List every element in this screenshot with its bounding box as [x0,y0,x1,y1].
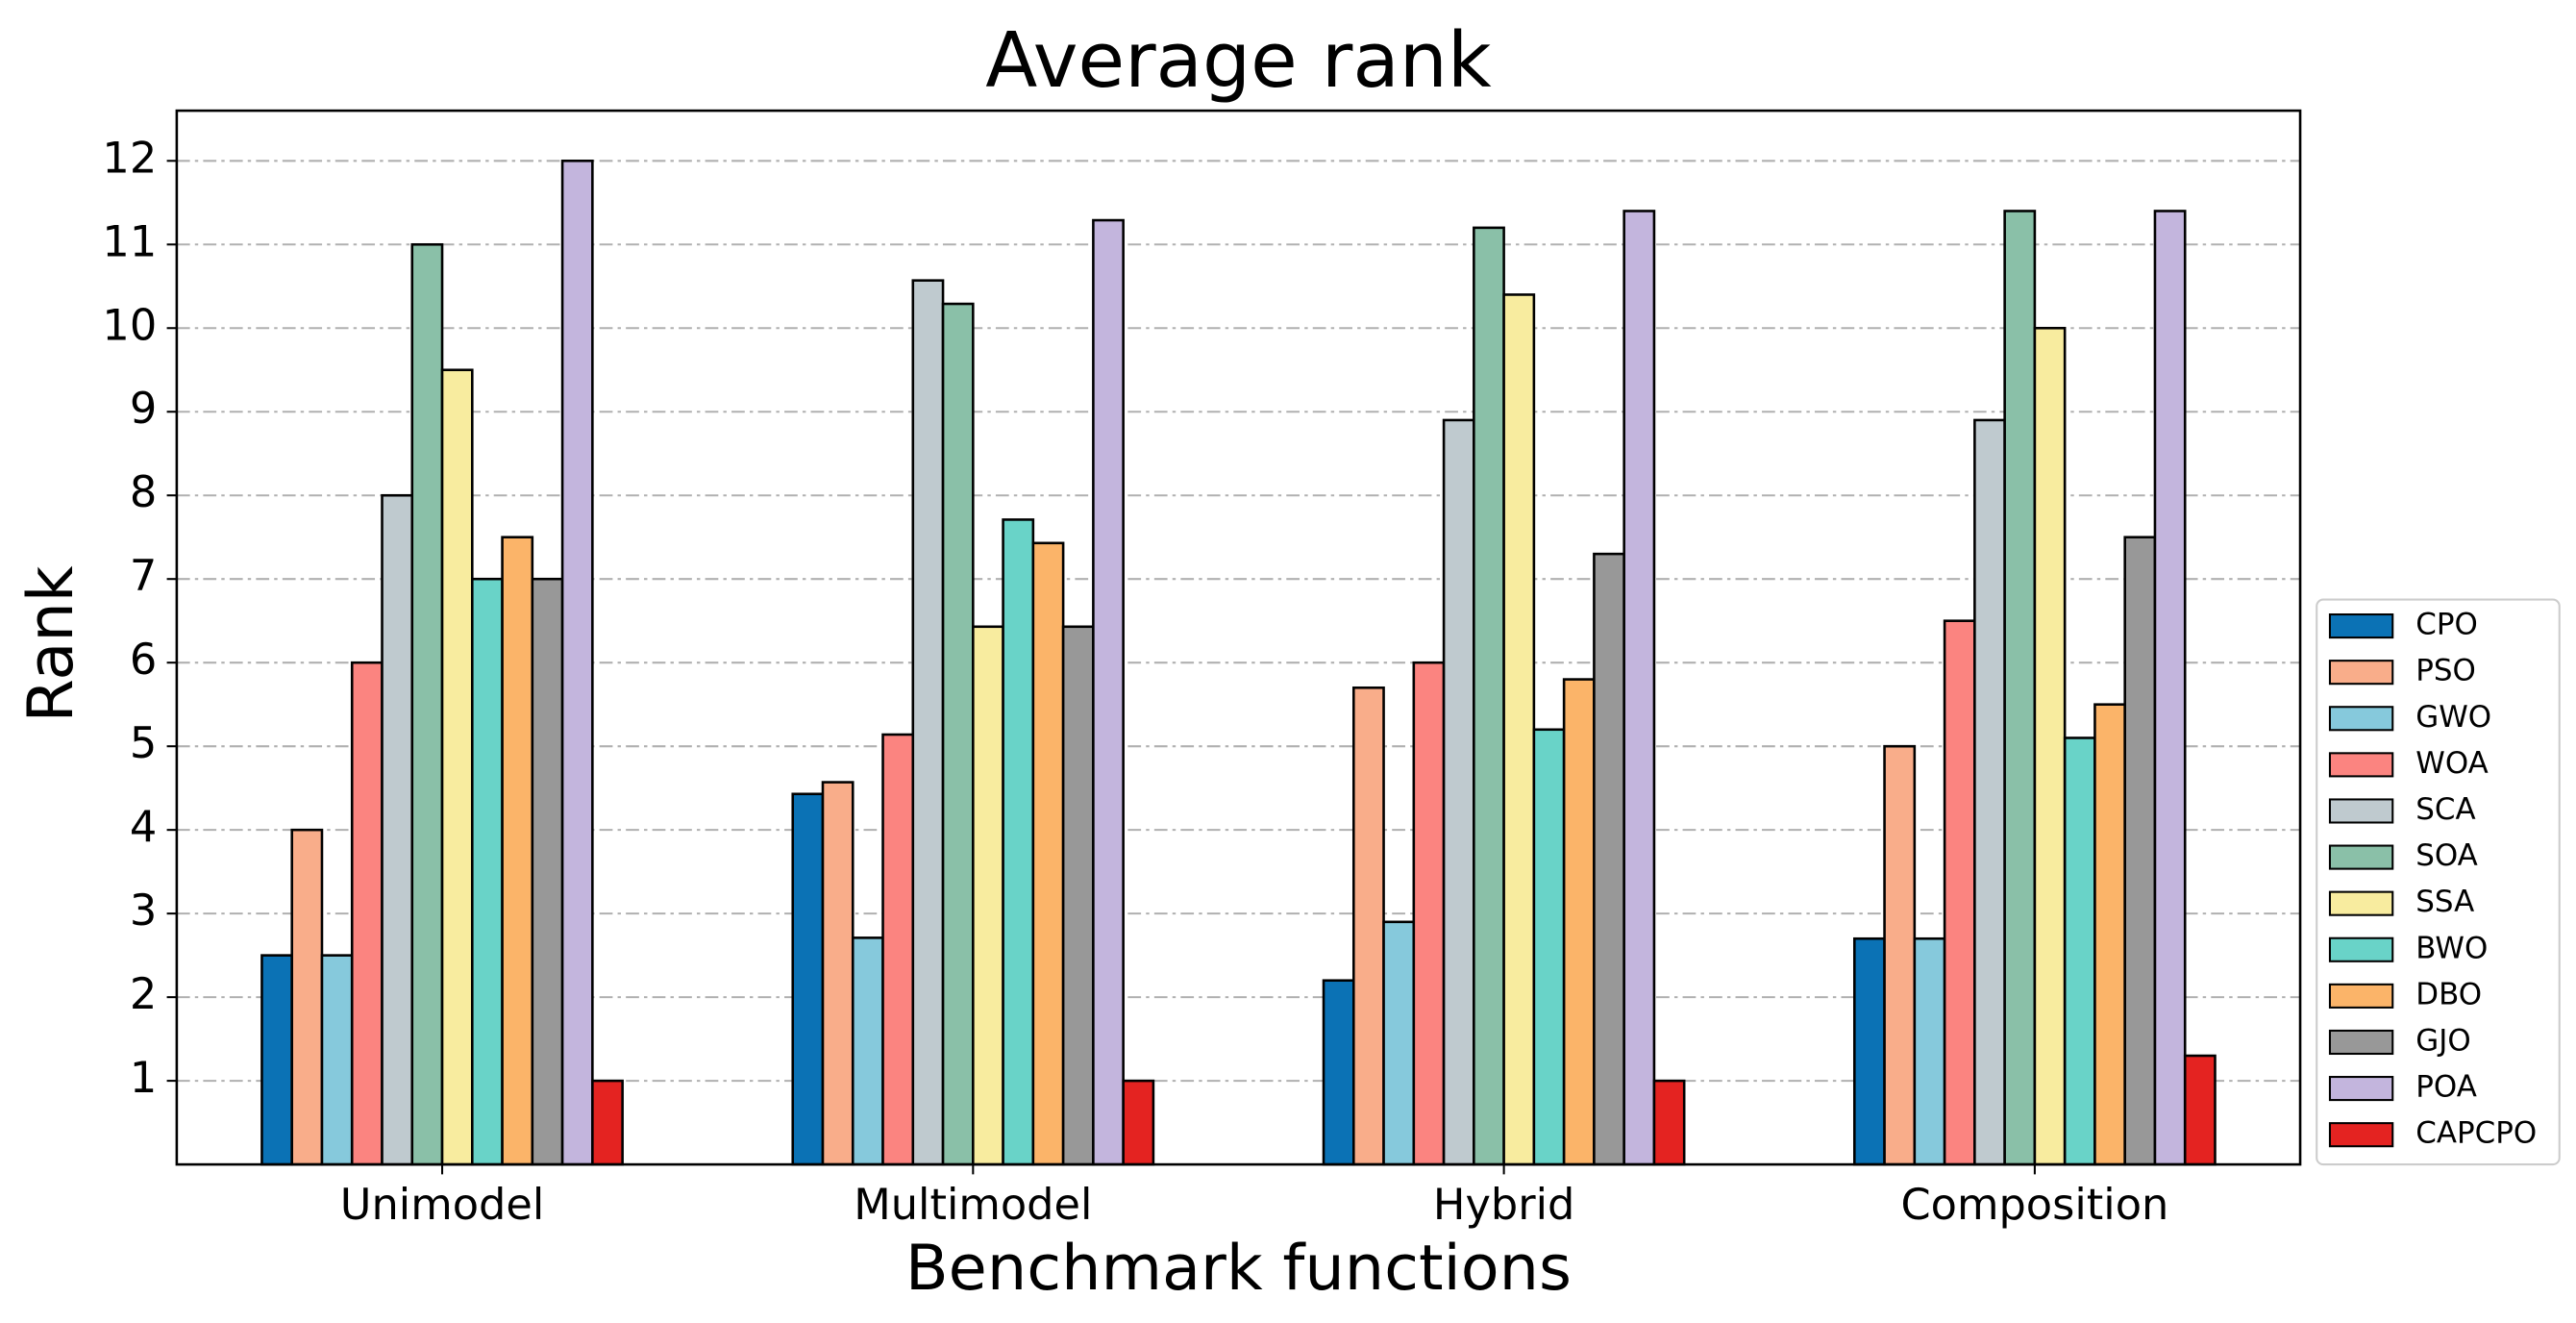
y-axis-label: Rank [14,565,87,722]
legend-label: BWO [2415,931,2488,965]
bar [2003,210,2037,1166]
bar [2093,703,2126,1166]
bar [941,302,975,1166]
bar [1973,418,2006,1166]
bar [1002,518,1035,1166]
y-tick-label: 6 [130,635,157,685]
bar [1502,293,1536,1166]
legend-swatch [2328,1076,2394,1102]
legend-swatch [2328,844,2394,870]
bar [320,954,354,1166]
bar [1061,625,1095,1166]
bar [1913,936,1946,1166]
bar [1562,678,1596,1166]
legend-swatch [2328,1029,2394,1056]
legend-label: DBO [2415,977,2482,1011]
y-tick-label: 11 [102,216,157,266]
x-tick-label: Hybrid [1433,1180,1574,1230]
legend-label: GWO [2415,700,2491,735]
y-tick-label: 4 [130,802,157,852]
bar [410,242,444,1166]
bar [1382,920,1416,1166]
bar [1943,619,1976,1166]
bar [290,828,324,1166]
legend-swatch [2328,660,2394,686]
bar [1322,979,1355,1166]
legend-label: SSA [2415,885,2474,919]
y-tick-label: 1 [130,1053,157,1103]
bar [1092,218,1125,1166]
bar [1412,661,1446,1166]
bar [1351,686,1385,1166]
y-tick-label: 7 [130,551,157,601]
legend-label: POA [2415,1070,2477,1105]
chart-title: Average rank [985,16,1492,105]
bar [1622,210,1656,1166]
bar [851,936,884,1166]
legend-swatch [2328,613,2394,639]
legend-box [2316,598,2561,1166]
legend-swatch [2328,706,2394,732]
legend-swatch [2328,1122,2394,1148]
bar [1883,744,1917,1166]
legend-swatch [2328,752,2394,778]
x-tick-label: Unimodel [340,1180,544,1230]
x-axis-label: Benchmark functions [905,1232,1572,1305]
bar [821,781,855,1166]
bar [1593,552,1625,1166]
bar [260,954,293,1166]
bar [1853,936,1886,1166]
y-tick-label: 8 [130,467,157,517]
legend-label: WOA [2415,746,2489,781]
bar [2183,1054,2217,1166]
legend-label: PSO [2415,654,2476,688]
y-tick-label: 2 [130,969,157,1019]
bar [440,368,474,1166]
legend-swatch [2328,890,2394,916]
bar [2063,736,2096,1166]
y-tick-label: 10 [102,300,157,350]
legend-label: CPO [2415,608,2478,642]
bar [911,279,945,1166]
bar [381,493,414,1166]
bar [1473,226,1505,1166]
legend-swatch [2328,983,2394,1009]
bar [560,159,594,1166]
legend-label: GJO [2415,1023,2470,1058]
bar [791,792,825,1166]
bar [350,661,384,1166]
legend-label: SCA [2415,792,2475,827]
bar [2033,326,2067,1166]
x-tick-label: Multimodel [854,1180,1092,1230]
bar [1652,1079,1686,1166]
bar [972,625,1004,1166]
legend-label: CAPCPO [2415,1116,2537,1151]
bar [1532,728,1566,1166]
y-tick-label: 5 [130,718,157,768]
bar [501,536,534,1166]
bar [881,733,915,1166]
bar [1031,541,1065,1166]
bar [1442,418,1475,1166]
y-tick-label: 12 [102,133,157,183]
x-tick-label: Composition [1900,1180,2168,1230]
bar [2123,536,2157,1166]
bar [591,1079,624,1166]
bar [471,577,504,1166]
legend-swatch [2328,936,2394,962]
bar [531,577,564,1166]
plot-frame [175,109,2302,1166]
legend-label: SOA [2415,838,2478,873]
y-tick-label: 9 [130,384,157,434]
y-tick-label: 3 [130,886,157,936]
legend-swatch [2328,798,2394,824]
bar [2153,210,2187,1166]
bar [1122,1079,1155,1166]
